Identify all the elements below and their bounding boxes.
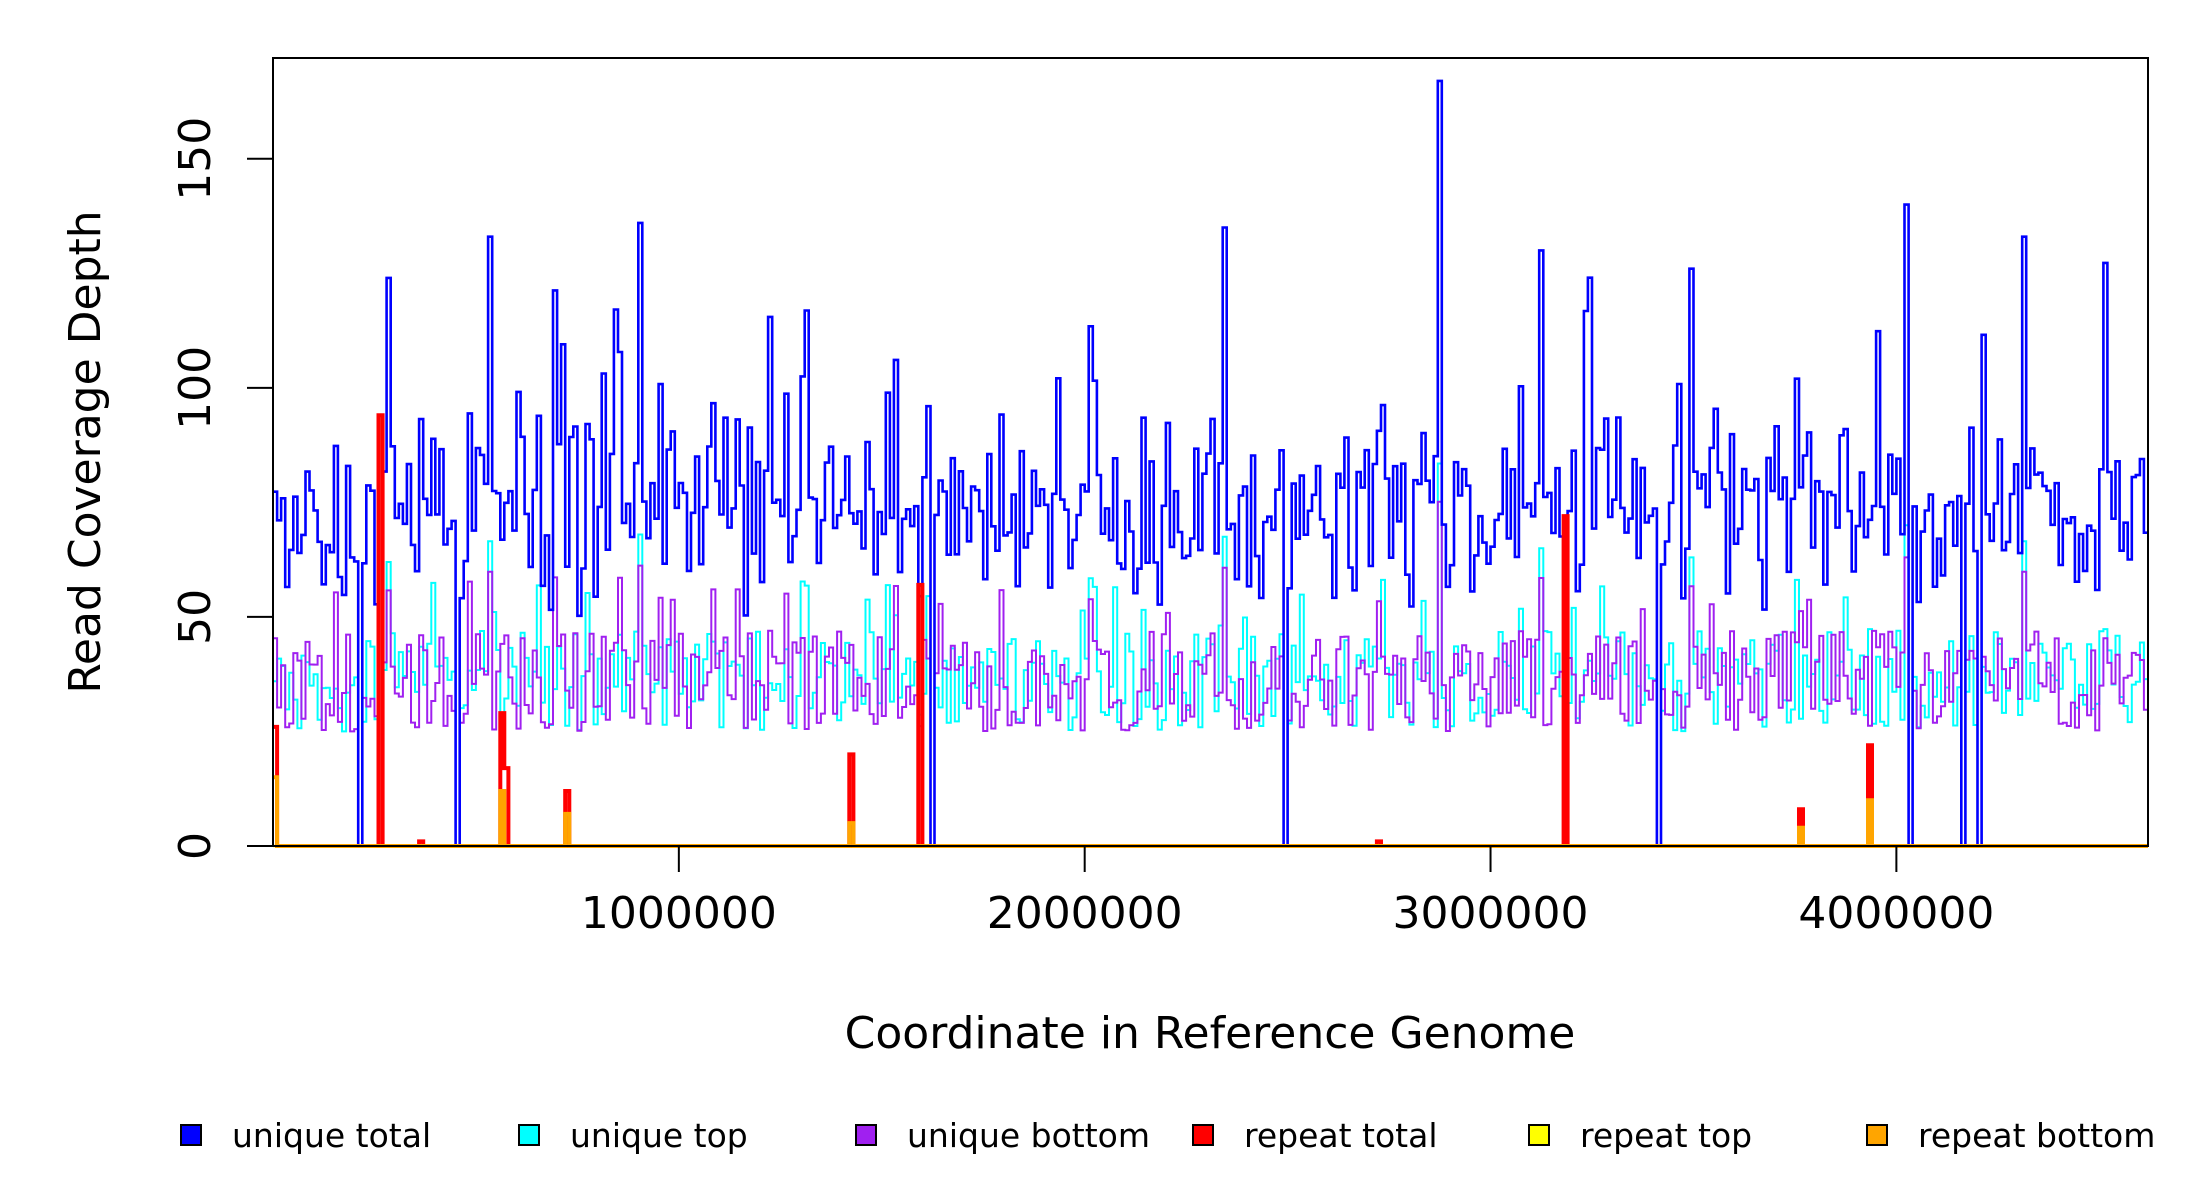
series-line-unique-total bbox=[273, 79, 2148, 848]
legend-label: unique bottom bbox=[907, 1115, 1151, 1155]
x-tick-label: 3000000 bbox=[1393, 888, 1589, 939]
legend: unique total unique top unique bottom re… bbox=[0, 1110, 2200, 1160]
series-layer bbox=[273, 79, 2148, 848]
x-tick-label: 4000000 bbox=[1798, 888, 1994, 939]
y-tick-label: 100 bbox=[170, 346, 221, 430]
x-axis-title: Coordinate in Reference Genome bbox=[845, 1008, 1576, 1059]
legend-swatch bbox=[180, 1124, 202, 1146]
legend-swatch bbox=[1866, 1124, 1888, 1146]
legend-item-unique-bottom: unique bottom bbox=[855, 1110, 1150, 1160]
legend-item-repeat-total: repeat total bbox=[1192, 1110, 1438, 1160]
legend-item-unique-total: unique total bbox=[180, 1110, 431, 1160]
y-tick-label: 150 bbox=[170, 117, 221, 201]
y-tick-label: 50 bbox=[170, 589, 221, 645]
legend-label: unique top bbox=[570, 1115, 748, 1155]
legend-label: repeat total bbox=[1244, 1115, 1438, 1155]
legend-label: repeat top bbox=[1580, 1115, 1753, 1155]
y-tick-label: 0 bbox=[170, 832, 221, 860]
legend-label: repeat bottom bbox=[1918, 1115, 2156, 1155]
x-tick-label: 1000000 bbox=[581, 888, 777, 939]
legend-swatch bbox=[855, 1124, 877, 1146]
legend-swatch bbox=[1192, 1124, 1214, 1146]
y-axis: 0 50 100 150 bbox=[170, 117, 274, 860]
legend-item-repeat-bottom: repeat bottom bbox=[1866, 1110, 2155, 1160]
legend-swatch bbox=[518, 1124, 540, 1146]
legend-item-unique-top: unique top bbox=[518, 1110, 748, 1160]
y-axis-title: Read Coverage Depth bbox=[60, 210, 111, 693]
x-tick-label: 2000000 bbox=[987, 888, 1183, 939]
legend-swatch bbox=[1528, 1124, 1550, 1146]
x-axis: 1000000 2000000 3000000 4000000 bbox=[581, 845, 1994, 939]
legend-label: unique total bbox=[232, 1115, 432, 1155]
legend-item-repeat-top: repeat top bbox=[1528, 1110, 1752, 1160]
series-line-unique-top bbox=[273, 462, 2148, 847]
series-line-unique-bottom bbox=[273, 500, 2148, 847]
